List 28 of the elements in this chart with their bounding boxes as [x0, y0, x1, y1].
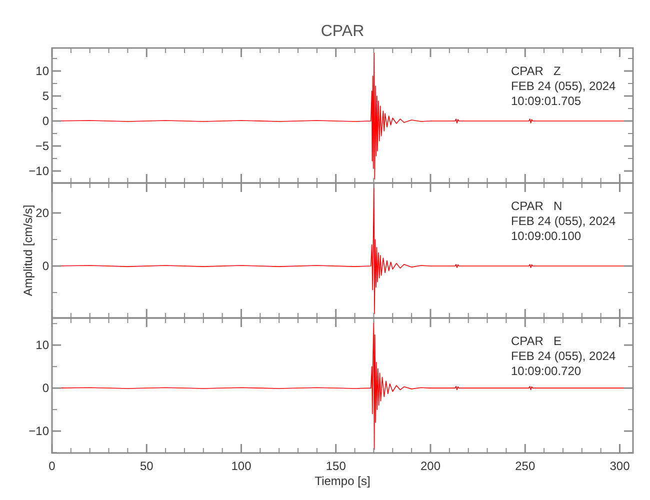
y-tick-label: −5	[35, 139, 50, 153]
annotation: FEB 24 (055), 2024	[511, 349, 616, 363]
x-tick-label: 150	[326, 459, 346, 473]
x-tick-label: 300	[610, 459, 630, 473]
y-tick-label: −10	[28, 424, 50, 438]
x-tick-label: 250	[515, 459, 536, 473]
y-tick-label: 10	[36, 338, 50, 352]
annotation: CPAR E	[511, 334, 562, 348]
y-tick-label: 20	[36, 206, 50, 220]
y-tick-label: 5	[42, 89, 50, 103]
x-axis-title: Tiempo [s]	[314, 474, 370, 488]
annotation: FEB 24 (055), 2024	[511, 79, 616, 93]
annotation: 10:09:00.100	[511, 229, 582, 243]
x-tick-label: 200	[420, 459, 441, 473]
chart-title: CPAR	[320, 23, 364, 40]
y-tick-label: −10	[28, 164, 50, 178]
annotation: 10:09:01.705	[511, 94, 582, 108]
y-tick-label: 0	[42, 381, 50, 396]
annotation: FEB 24 (055), 2024	[511, 214, 616, 228]
annotation: CPAR Z	[511, 64, 561, 78]
annotation: CPAR N	[511, 199, 562, 213]
x-tick-label: 100	[231, 459, 252, 473]
y-tick-label: 10	[36, 64, 50, 78]
x-tick-label: 50	[140, 459, 154, 473]
y-tick-label: 0	[42, 114, 50, 128]
y-axis-title: Amplitud [cm/s/s]	[21, 204, 35, 296]
y-tick-label: 0	[42, 259, 50, 274]
annotation: 10:09:00.720	[511, 364, 582, 378]
